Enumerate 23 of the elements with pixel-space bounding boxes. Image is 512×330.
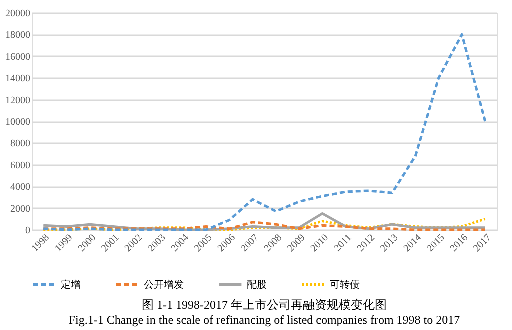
text: 图 1-1 1998-2017 年上市公司再融资规模变化图 (142, 298, 387, 312)
legend-label: 配股 (247, 280, 267, 291)
text: Fig.1-1 Change in the scale of refinancing of listed companies from 1998 to 2017 (68, 313, 460, 327)
y-tick-label: 18000 (6, 30, 30, 42)
legend-label: 公开增发 (144, 278, 184, 291)
line-series (42, 218, 487, 232)
y-tick-label: 16000 (6, 52, 30, 63)
x-tick-label: 2011 (332, 232, 354, 254)
y-tick-label: 0 (26, 226, 30, 236)
y-tick-label: 12000 (6, 95, 30, 106)
y-tick-label: 6000 (10, 160, 30, 172)
y-tick-label: 14000 (6, 74, 30, 85)
y-tick-label: 20000 (6, 8, 30, 20)
legend-label: 定增 (61, 278, 81, 291)
x-tick-label: 1999 (53, 232, 76, 254)
x-tick-label: 1998 (30, 232, 52, 254)
y-tick-label: 10000 (6, 117, 30, 128)
y-tick-label: 8000 (10, 138, 30, 150)
line-series (42, 33, 487, 232)
legend-label: 可转债 (330, 278, 360, 291)
y-tick-label: 4000 (10, 182, 30, 194)
x-tick-label: 2001 (100, 232, 122, 254)
y-tick-label: 2000 (10, 204, 30, 215)
